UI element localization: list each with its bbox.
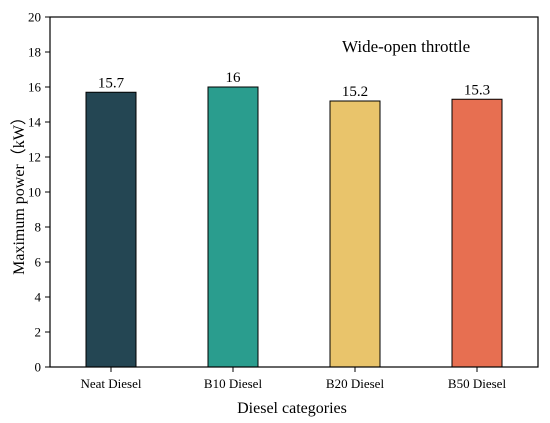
bar-b50-diesel [451, 98, 503, 368]
bar-value-label: 15.2 [342, 84, 368, 100]
bar-value-label: 16 [226, 70, 242, 86]
bar-value-label: 15.3 [464, 82, 490, 98]
y-ticks: 0 2 4 6 8 10 12 14 16 18 20 [28, 10, 50, 375]
x-tick-label: Neat Diesel [80, 376, 141, 391]
y-tick-label: 12 [28, 150, 41, 165]
bars [85, 86, 503, 368]
chart-annotation: Wide-open throttle [342, 37, 470, 56]
y-tick-label: 16 [28, 80, 42, 95]
y-tick-label: 14 [28, 115, 42, 130]
bar-neat-diesel [85, 91, 137, 368]
x-tick-label: B50 Diesel [448, 376, 507, 391]
bar-value-label: 15.7 [98, 75, 125, 91]
data-labels: 15.7 16 15.2 15.3 [98, 70, 490, 100]
y-tick-label: 4 [35, 290, 42, 305]
x-tick-labels: Neat Diesel B10 Diesel B20 Diesel B50 Diese… [80, 367, 506, 391]
x-tick-label: B10 Diesel [204, 376, 263, 391]
bar-b10-diesel [207, 86, 259, 368]
plot-frame [49, 16, 539, 368]
y-tick-label: 18 [28, 45, 41, 60]
y-tick-label: 10 [28, 185, 41, 200]
y-tick-label: 2 [35, 325, 42, 340]
x-tick-label: B20 Diesel [326, 376, 385, 391]
y-tick-label: 20 [28, 10, 41, 25]
y-axis-title: Maximum power（kW） [10, 109, 28, 275]
bar-b20-diesel [329, 100, 381, 368]
x-axis-title: Diesel categories [237, 400, 347, 417]
y-tick-label: 6 [35, 255, 42, 270]
y-tick-label: 0 [35, 360, 42, 375]
y-tick-label: 8 [35, 220, 42, 235]
